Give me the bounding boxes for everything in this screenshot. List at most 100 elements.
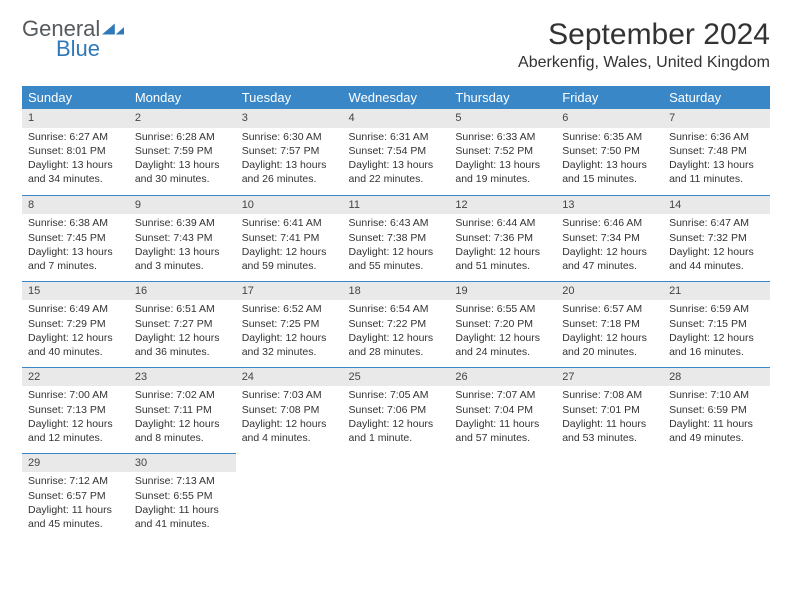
sunset-text: Sunset: 7:01 PM [562, 403, 657, 417]
brand-logo: General Blue [22, 18, 124, 60]
sunrise-text: Sunrise: 6:33 AM [455, 130, 550, 144]
sunrise-text: Sunrise: 6:59 AM [669, 302, 764, 316]
day-details: Sunrise: 6:38 AMSunset: 7:45 PMDaylight:… [22, 214, 129, 277]
daylight-text-1: Daylight: 12 hours [242, 245, 337, 259]
daylight-text-1: Daylight: 13 hours [135, 158, 230, 172]
page-title: September 2024 [518, 18, 770, 52]
day-number: 18 [343, 282, 450, 301]
calendar-week-row: 1Sunrise: 6:27 AMSunset: 8:01 PMDaylight… [22, 109, 770, 195]
daylight-text-1: Daylight: 13 hours [28, 158, 123, 172]
day-number: 19 [449, 282, 556, 301]
daylight-text-2: and 26 minutes. [242, 172, 337, 186]
calendar-day-cell: 16Sunrise: 6:51 AMSunset: 7:27 PMDayligh… [129, 281, 236, 367]
day-details: Sunrise: 7:07 AMSunset: 7:04 PMDaylight:… [449, 386, 556, 449]
sunset-text: Sunset: 7:08 PM [242, 403, 337, 417]
calendar-table: SundayMondayTuesdayWednesdayThursdayFrid… [22, 86, 770, 539]
sunset-text: Sunset: 7:45 PM [28, 231, 123, 245]
sunrise-text: Sunrise: 6:51 AM [135, 302, 230, 316]
day-number: 6 [556, 109, 663, 128]
sunrise-text: Sunrise: 6:55 AM [455, 302, 550, 316]
calendar-day-cell: 14Sunrise: 6:47 AMSunset: 7:32 PMDayligh… [663, 195, 770, 281]
day-details: Sunrise: 6:33 AMSunset: 7:52 PMDaylight:… [449, 128, 556, 191]
sunset-text: Sunset: 6:55 PM [135, 489, 230, 503]
sunset-text: Sunset: 7:48 PM [669, 144, 764, 158]
day-number: 17 [236, 282, 343, 301]
sunrise-text: Sunrise: 7:05 AM [349, 388, 444, 402]
day-details: Sunrise: 7:12 AMSunset: 6:57 PMDaylight:… [22, 472, 129, 535]
daylight-text-1: Daylight: 12 hours [135, 331, 230, 345]
daylight-text-2: and 30 minutes. [135, 172, 230, 186]
daylight-text-1: Daylight: 11 hours [455, 417, 550, 431]
calendar-day-cell: 15Sunrise: 6:49 AMSunset: 7:29 PMDayligh… [22, 281, 129, 367]
daylight-text-2: and 19 minutes. [455, 172, 550, 186]
daylight-text-2: and 44 minutes. [669, 259, 764, 273]
sunset-text: Sunset: 7:57 PM [242, 144, 337, 158]
daylight-text-2: and 3 minutes. [135, 259, 230, 273]
sunset-text: Sunset: 7:54 PM [349, 144, 444, 158]
sunset-text: Sunset: 7:29 PM [28, 317, 123, 331]
day-details: Sunrise: 6:54 AMSunset: 7:22 PMDaylight:… [343, 300, 450, 363]
sunset-text: Sunset: 7:25 PM [242, 317, 337, 331]
sunset-text: Sunset: 6:57 PM [28, 489, 123, 503]
day-number: 15 [22, 282, 129, 301]
day-number: 3 [236, 109, 343, 128]
daylight-text-2: and 8 minutes. [135, 431, 230, 445]
day-number: 9 [129, 196, 236, 215]
daylight-text-2: and 53 minutes. [562, 431, 657, 445]
sunrise-text: Sunrise: 7:10 AM [669, 388, 764, 402]
sunset-text: Sunset: 7:41 PM [242, 231, 337, 245]
weekday-header: Saturday [663, 86, 770, 109]
daylight-text-2: and 22 minutes. [349, 172, 444, 186]
day-details: Sunrise: 7:03 AMSunset: 7:08 PMDaylight:… [236, 386, 343, 449]
day-number: 26 [449, 368, 556, 387]
sunrise-text: Sunrise: 7:08 AM [562, 388, 657, 402]
calendar-day-cell: 3Sunrise: 6:30 AMSunset: 7:57 PMDaylight… [236, 109, 343, 195]
daylight-text-2: and 32 minutes. [242, 345, 337, 359]
sunset-text: Sunset: 7:11 PM [135, 403, 230, 417]
day-number: 2 [129, 109, 236, 128]
sunrise-text: Sunrise: 6:54 AM [349, 302, 444, 316]
sunset-text: Sunset: 7:13 PM [28, 403, 123, 417]
sunset-text: Sunset: 7:27 PM [135, 317, 230, 331]
day-number: 21 [663, 282, 770, 301]
sunrise-text: Sunrise: 6:43 AM [349, 216, 444, 230]
sunrise-text: Sunrise: 6:52 AM [242, 302, 337, 316]
sunset-text: Sunset: 7:06 PM [349, 403, 444, 417]
day-details: Sunrise: 6:52 AMSunset: 7:25 PMDaylight:… [236, 300, 343, 363]
daylight-text-1: Daylight: 12 hours [135, 417, 230, 431]
calendar-day-cell: 23Sunrise: 7:02 AMSunset: 7:11 PMDayligh… [129, 367, 236, 453]
daylight-text-2: and 24 minutes. [455, 345, 550, 359]
calendar-day-cell: 5Sunrise: 6:33 AMSunset: 7:52 PMDaylight… [449, 109, 556, 195]
sunrise-text: Sunrise: 6:31 AM [349, 130, 444, 144]
calendar-header-row: SundayMondayTuesdayWednesdayThursdayFrid… [22, 86, 770, 109]
calendar-day-cell: 19Sunrise: 6:55 AMSunset: 7:20 PMDayligh… [449, 281, 556, 367]
day-number: 11 [343, 196, 450, 215]
day-details: Sunrise: 6:55 AMSunset: 7:20 PMDaylight:… [449, 300, 556, 363]
daylight-text-2: and 47 minutes. [562, 259, 657, 273]
calendar-day-cell: 1Sunrise: 6:27 AMSunset: 8:01 PMDaylight… [22, 109, 129, 195]
daylight-text-2: and 4 minutes. [242, 431, 337, 445]
day-details: Sunrise: 6:36 AMSunset: 7:48 PMDaylight:… [663, 128, 770, 191]
daylight-text-2: and 16 minutes. [669, 345, 764, 359]
sunrise-text: Sunrise: 6:36 AM [669, 130, 764, 144]
day-details: Sunrise: 7:10 AMSunset: 6:59 PMDaylight:… [663, 386, 770, 449]
daylight-text-2: and 15 minutes. [562, 172, 657, 186]
sunrise-text: Sunrise: 6:57 AM [562, 302, 657, 316]
brand-text: General Blue [22, 18, 124, 60]
daylight-text-2: and 59 minutes. [242, 259, 337, 273]
calendar-day-cell: 11Sunrise: 6:43 AMSunset: 7:38 PMDayligh… [343, 195, 450, 281]
calendar-day-cell: 24Sunrise: 7:03 AMSunset: 7:08 PMDayligh… [236, 367, 343, 453]
day-number: 28 [663, 368, 770, 387]
calendar-day-cell: 21Sunrise: 6:59 AMSunset: 7:15 PMDayligh… [663, 281, 770, 367]
day-number: 8 [22, 196, 129, 215]
day-details: Sunrise: 7:02 AMSunset: 7:11 PMDaylight:… [129, 386, 236, 449]
calendar-body: 1Sunrise: 6:27 AMSunset: 8:01 PMDaylight… [22, 109, 770, 539]
daylight-text-1: Daylight: 12 hours [669, 245, 764, 259]
calendar-day-cell: .. [449, 453, 556, 539]
day-number: 25 [343, 368, 450, 387]
sunrise-text: Sunrise: 6:41 AM [242, 216, 337, 230]
day-number: 22 [22, 368, 129, 387]
day-number: 16 [129, 282, 236, 301]
weekday-header: Thursday [449, 86, 556, 109]
calendar-week-row: 15Sunrise: 6:49 AMSunset: 7:29 PMDayligh… [22, 281, 770, 367]
